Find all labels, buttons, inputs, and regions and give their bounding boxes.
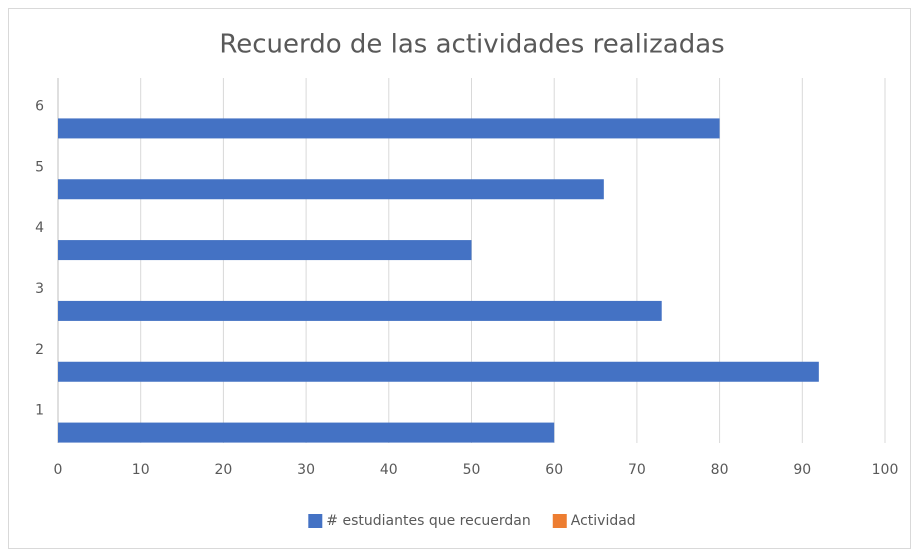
y-tick-label: 1 xyxy=(35,403,44,419)
bar xyxy=(58,422,555,443)
bar xyxy=(58,300,662,321)
legend-swatch xyxy=(552,514,567,528)
bar xyxy=(58,361,819,382)
x-tick-label: 50 xyxy=(463,462,481,478)
bar xyxy=(58,118,720,139)
y-tick-label: 6 xyxy=(35,98,44,114)
legend-label: Actividad xyxy=(571,513,636,529)
x-tick-label: 10 xyxy=(132,462,150,478)
x-tick-label: 80 xyxy=(711,462,729,478)
legend-label: # estudiantes que recuerdan xyxy=(326,513,530,529)
y-tick-label: 2 xyxy=(35,342,44,358)
x-tick-label: 0 xyxy=(54,462,63,478)
x-tick-label: 60 xyxy=(545,462,563,478)
x-tick-label: 90 xyxy=(793,462,811,478)
x-tick-label: 40 xyxy=(380,462,398,478)
x-tick-label: 30 xyxy=(297,462,315,478)
bar xyxy=(58,179,604,200)
x-tick-label: 20 xyxy=(214,462,232,478)
x-tick-label: 100 xyxy=(872,462,899,478)
y-tick-label: 5 xyxy=(35,159,44,175)
legend-swatch xyxy=(308,514,323,528)
bar xyxy=(58,240,472,261)
y-tick-label: 3 xyxy=(35,281,44,297)
chart-border xyxy=(8,8,911,549)
chart-title: Recuerdo de las actividades realizadas xyxy=(219,30,724,60)
y-tick-label: 4 xyxy=(35,220,44,236)
x-tick-label: 70 xyxy=(628,462,646,478)
